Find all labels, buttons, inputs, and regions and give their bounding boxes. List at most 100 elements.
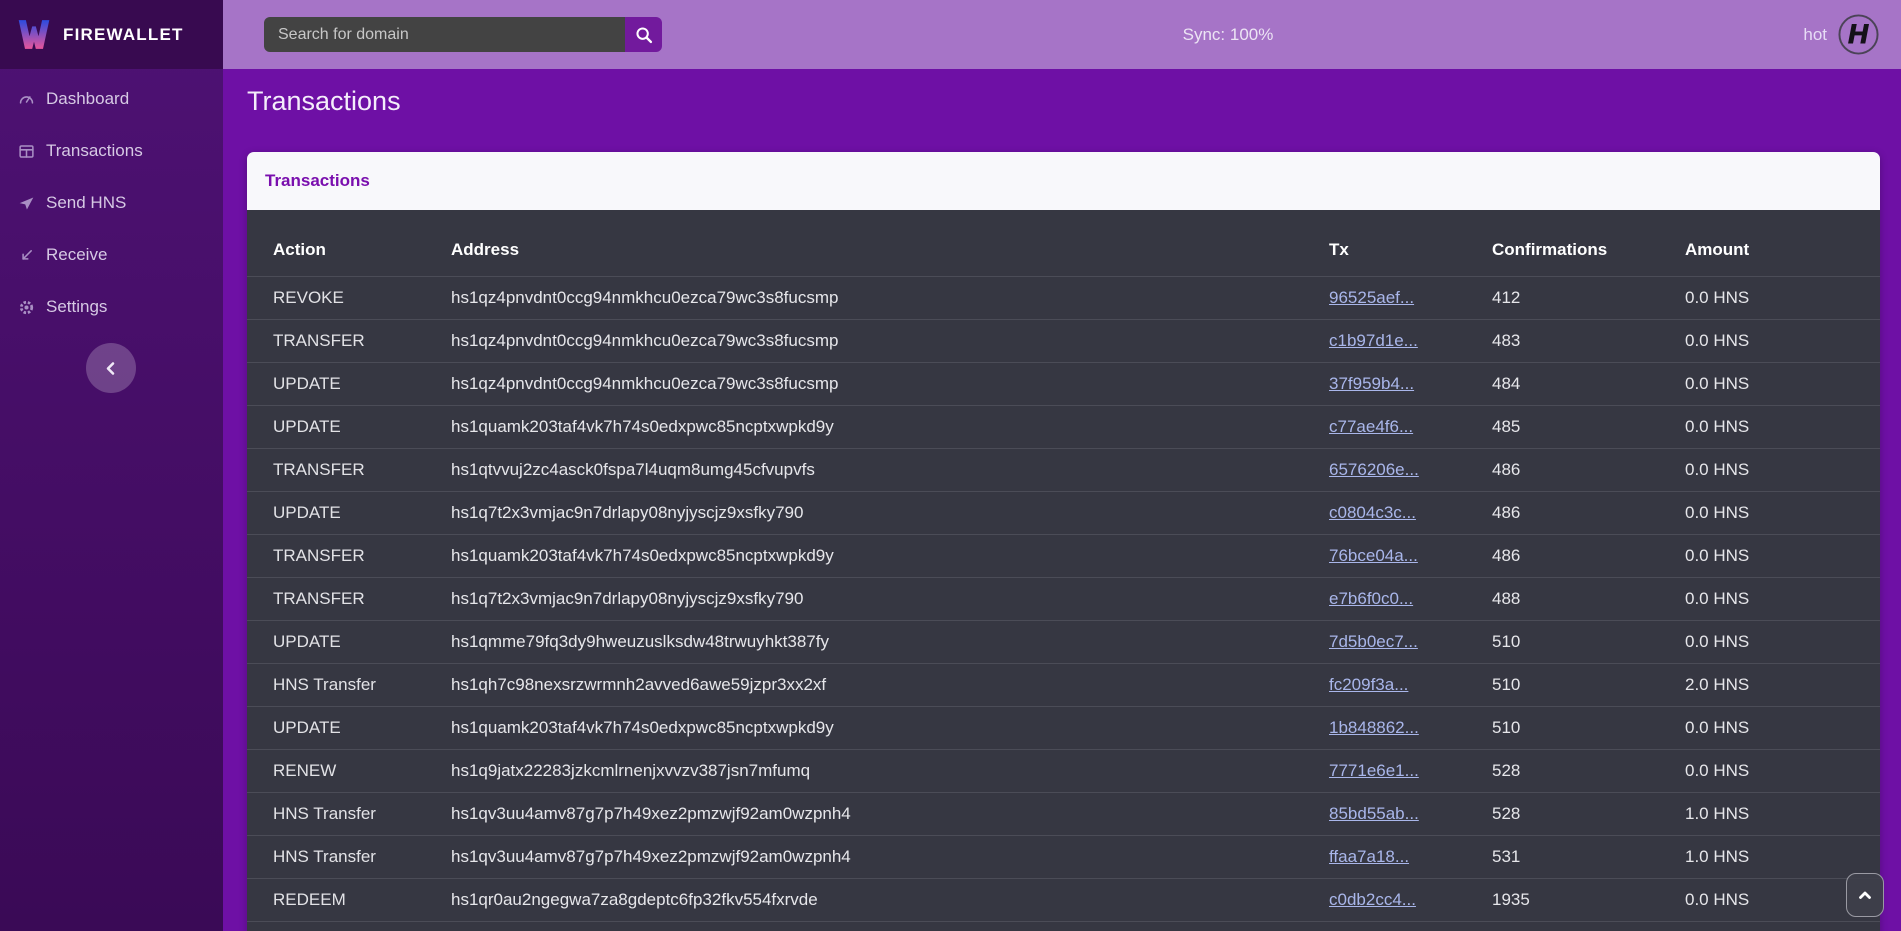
scroll-to-top-button[interactable] <box>1846 873 1884 917</box>
address-cell: hs1qr0au2ngegwa7za8gdeptc6fp32fkv554fxrv… <box>451 878 1329 922</box>
table-row: UPDATE hs1qz4pnvdnt0ccg94nmkhcu0ezca79wc… <box>247 362 1880 406</box>
address-cell: hs1qmme79fq3dy9hweuzuslksdw48trwuyhkt387… <box>451 620 1329 664</box>
amount-cell: 1.0 HNS <box>1685 792 1880 836</box>
table-row: RENEW hs1q9jatx22283jzkcmlrnenjxvvzv387j… <box>247 749 1880 793</box>
gauge-icon <box>19 95 34 104</box>
tx-link[interactable]: fc209f3a... <box>1329 675 1409 694</box>
tx-cell: ffaa7a18... <box>1329 835 1492 879</box>
domain-search <box>264 17 662 52</box>
sidebar-item-label: Receive <box>46 245 108 264</box>
confirmations-cell: 488 <box>1492 577 1685 621</box>
sync-status: Sync: 100% <box>1182 24 1274 44</box>
tx-link[interactable]: 37f959b4... <box>1329 374 1415 393</box>
table-row: HNS Transfer hs1qv3uu4amv87g7p7h49xez2pm… <box>247 835 1880 879</box>
transactions-table: Action Address Tx Confirmations Amount R… <box>247 210 1880 931</box>
confirmations-cell: 528 <box>1492 792 1685 836</box>
wallet-name: hot <box>1803 24 1827 44</box>
table-icon <box>19 144 34 158</box>
confirmations-cell: 1935 <box>1492 878 1685 922</box>
address-cell: hs1qh7c98nexsrzwrmnh2avved6awe59jzpr3xx2… <box>451 663 1329 707</box>
wallet-menu[interactable]: hot H <box>1803 13 1901 56</box>
sidebar-collapse-button[interactable] <box>86 343 136 393</box>
sidebar-item-transactions[interactable]: Transactions <box>0 125 223 177</box>
tx-cell: 1a193b5d... <box>1329 921 1492 931</box>
transactions-card: Transactions Action Address Tx Confirmat… <box>247 152 1880 931</box>
action-cell: TRANSFER <box>247 448 451 492</box>
card-header: Transactions <box>247 152 1880 210</box>
tx-link[interactable]: 76bce04a... <box>1329 546 1418 565</box>
tx-link[interactable]: 7771e6e1... <box>1329 761 1419 780</box>
search-button[interactable] <box>625 17 662 52</box>
page-title: Transactions <box>247 86 401 116</box>
tx-link[interactable]: 1b848862... <box>1329 718 1419 737</box>
address-cell: hs1qtvvuj2zc4asck0fspa7l4uqm8umg45cfvupv… <box>451 448 1329 492</box>
amount-cell: 0.0 HNS <box>1685 319 1880 363</box>
action-cell: TRANSFER <box>247 319 451 363</box>
action-cell: UPDATE <box>247 362 451 406</box>
tx-link[interactable]: ffaa7a18... <box>1329 847 1410 866</box>
receive-arrow-icon <box>22 249 32 260</box>
column-header-address: Address <box>451 240 520 259</box>
search-input[interactable] <box>264 17 625 52</box>
tx-cell: 6576206e... <box>1329 448 1492 492</box>
amount-cell: 0.0 HNS <box>1685 276 1880 320</box>
table-row: TRANSFER hs1q7t2x3vmjac9n7drlapy08nyjysc… <box>247 577 1880 621</box>
sidebar-item-receive[interactable]: Receive <box>0 229 223 281</box>
tx-link[interactable]: c0804c3c... <box>1329 503 1416 522</box>
table-row: REDEEM hs1qr0au2ngegwa7za8gdeptc6fp32fkv… <box>247 878 1880 922</box>
sidebar-item-label: Send HNS <box>46 193 127 212</box>
confirmations-cell: 510 <box>1492 706 1685 750</box>
confirmations-cell: 486 <box>1492 448 1685 492</box>
action-cell: REDEEM <box>247 878 451 922</box>
sidebar-item-label: Settings <box>46 297 108 316</box>
tx-cell: e7b6f0c0... <box>1329 577 1492 621</box>
card-title: Transactions <box>265 171 370 190</box>
amount-cell: 0.0 HNS <box>1685 921 1880 931</box>
address-cell: hs1qz4pnvdnt0ccg94nmkhcu0ezca79wc3s8fucs… <box>451 362 1329 406</box>
action-cell: REVEAL <box>247 921 451 931</box>
table-row: HNS Transfer hs1qh7c98nexsrzwrmnh2avved6… <box>247 663 1880 707</box>
table-row: REVEAL hs1qr0au2ngegwa7za8gdeptc6fp32fkv… <box>247 921 1880 931</box>
tx-cell: c0db2cc4... <box>1329 878 1492 922</box>
tx-cell: c1b97d1e... <box>1329 319 1492 363</box>
tx-cell: 96525aef... <box>1329 276 1492 320</box>
amount-cell: 0.0 HNS <box>1685 448 1880 492</box>
tx-cell: c0804c3c... <box>1329 491 1492 535</box>
sidebar-item-settings[interactable]: Settings <box>0 281 223 333</box>
tx-link[interactable]: c0db2cc4... <box>1329 890 1416 909</box>
amount-cell: 0.0 HNS <box>1685 491 1880 535</box>
tx-link[interactable]: 96525aef... <box>1329 288 1415 307</box>
amount-cell: 1.0 HNS <box>1685 835 1880 879</box>
transactions-table-body: REVOKE hs1qz4pnvdnt0ccg94nmkhcu0ezca79wc… <box>247 276 1880 931</box>
address-cell: hs1quamk203taf4vk7h74s0edxpwc85ncptxwpkd… <box>451 405 1329 449</box>
table-row: UPDATE hs1quamk203taf4vk7h74s0edxpwc85nc… <box>247 405 1880 449</box>
amount-cell: 0.0 HNS <box>1685 362 1880 406</box>
tx-link[interactable]: 6576206e... <box>1329 460 1419 479</box>
tx-cell: fc209f3a... <box>1329 663 1492 707</box>
action-cell: HNS Transfer <box>247 835 451 879</box>
address-cell: hs1qr0au2ngegwa7za8gdeptc6fp32fkv554fxrv… <box>451 921 1329 931</box>
transactions-table-wrap: Action Address Tx Confirmations Amount R… <box>247 210 1880 931</box>
amount-cell: 0.0 HNS <box>1685 620 1880 664</box>
sidebar-item-send-hns[interactable]: Send HNS <box>0 177 223 229</box>
tx-link[interactable]: e7b6f0c0... <box>1329 589 1414 608</box>
tx-link[interactable]: c1b97d1e... <box>1329 331 1418 350</box>
amount-cell: 0.0 HNS <box>1685 706 1880 750</box>
confirmations-cell: 3729 <box>1492 921 1685 931</box>
chevron-up-icon <box>1859 891 1871 899</box>
sidebar-item-dashboard[interactable]: Dashboard <box>0 73 223 125</box>
address-cell: hs1q7t2x3vmjac9n7drlapy08nyjyscjz9xsfky7… <box>451 577 1329 621</box>
address-cell: hs1qz4pnvdnt0ccg94nmkhcu0ezca79wc3s8fucs… <box>451 319 1329 363</box>
topbar: Sync: 100% hot H <box>223 0 1901 69</box>
magnifier-icon <box>635 26 652 43</box>
action-cell: UPDATE <box>247 491 451 535</box>
tx-cell: 37f959b4... <box>1329 362 1492 406</box>
address-cell: hs1q7t2x3vmjac9n7drlapy08nyjyscjz9xsfky7… <box>451 491 1329 535</box>
tx-link[interactable]: 7d5b0ec7... <box>1329 632 1418 651</box>
tx-link[interactable]: 85bd55ab... <box>1329 804 1419 823</box>
tx-link[interactable]: c77ae4f6... <box>1329 417 1414 436</box>
column-header-tx: Tx <box>1329 240 1349 259</box>
tx-cell: 76bce04a... <box>1329 534 1492 578</box>
table-row: TRANSFER hs1qtvvuj2zc4asck0fspa7l4uqm8um… <box>247 448 1880 492</box>
table-row: HNS Transfer hs1qv3uu4amv87g7p7h49xez2pm… <box>247 792 1880 836</box>
